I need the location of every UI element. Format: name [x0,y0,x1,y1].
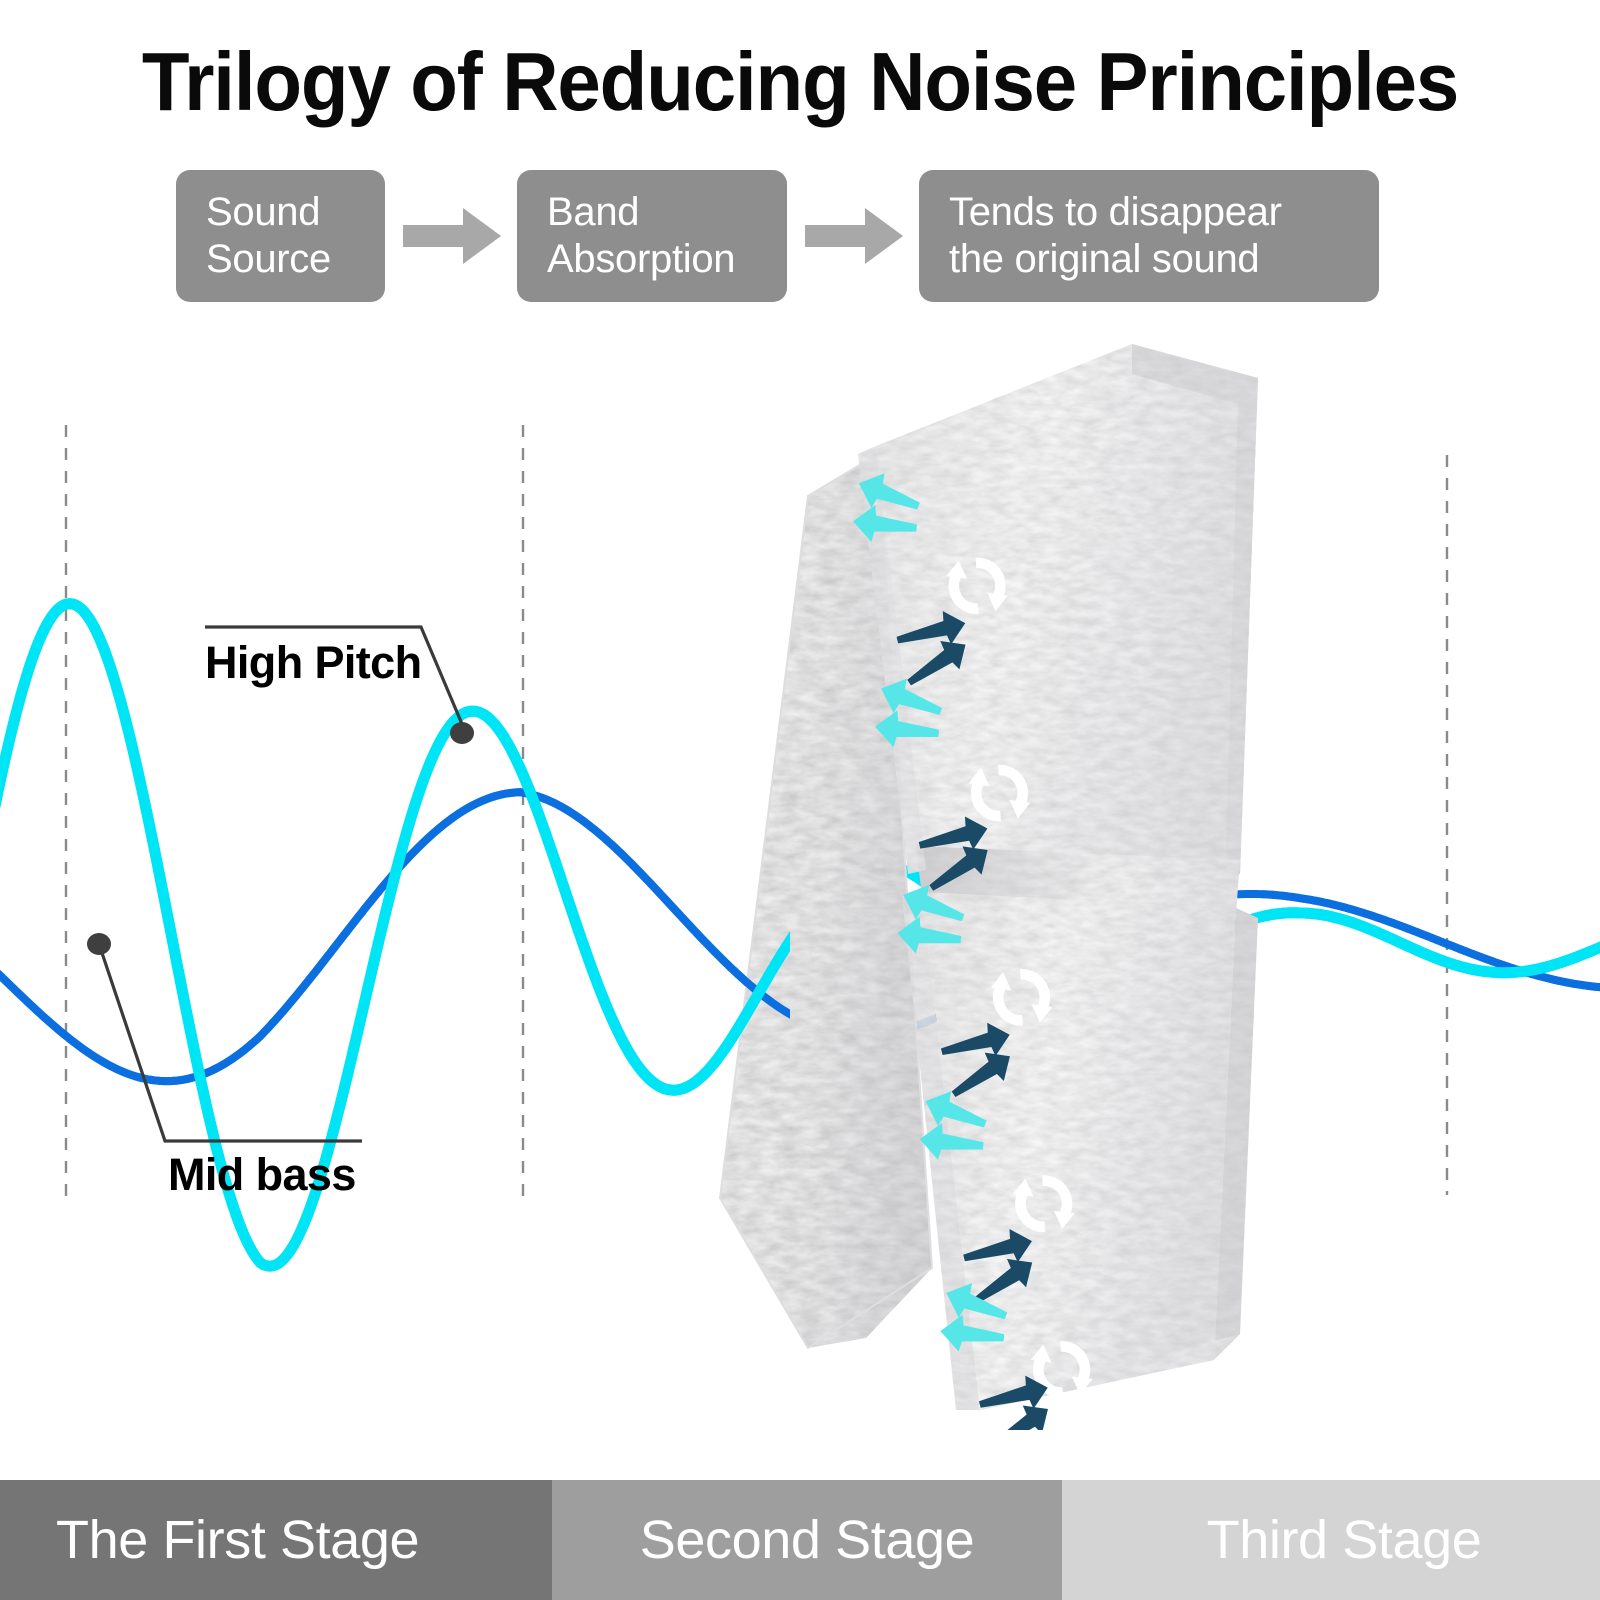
swirl-icon-10 [1012,1175,1075,1232]
reflect-arrow-12b [940,1314,1005,1352]
callout-label-mid-bass: Mid bass [168,1149,356,1200]
absorb-arrow-14a [979,1375,1048,1409]
flow-step-sound-source[interactable]: Sound Source [176,170,385,302]
stage-bar: The First Stage Second Stage Third Stage [0,1480,1600,1600]
stage-cell-third[interactable]: Third Stage [1062,1480,1600,1600]
stage-cell-second[interactable]: Second Stage [552,1480,1062,1600]
swirl-icon-4 [968,764,1031,822]
reflect-arrow-9a [925,1091,987,1128]
absorb-arrow-11b [973,1258,1033,1304]
page-title: Trilogy of Reducing Noise Principles [141,35,1459,128]
flow-arrow-2-icon [787,170,919,302]
stage-cell-first[interactable]: The First Stage [0,1480,552,1600]
absorb-arrow-8b [951,1052,1010,1098]
absorb-arrow-2b [907,640,966,686]
flow-arrow-1-icon [385,170,517,302]
absorb-arrow-14b [989,1405,1048,1430]
panel-sound-markers [852,473,1093,1430]
reflect-arrow-3b [875,710,940,748]
reflect-arrow-3a [881,678,943,715]
absorb-arrow-5a [918,816,988,850]
reflect-arrow-12a [946,1282,1008,1320]
process-flow: Sound Source Band Absorption Tends to di… [176,170,1392,302]
swirl-icon-1 [946,557,1008,615]
absorb-arrow-2a [896,611,966,645]
panel-inner-bevel [858,446,980,1410]
reflect-arrow-6b [897,916,962,954]
swirl-icon-13 [1030,1341,1093,1398]
absorb-arrow-8a [940,1022,1010,1056]
absorb-arrow-11a [963,1229,1032,1263]
absorb-arrow-5b [929,846,988,891]
reflect-arrow-9b [919,1122,984,1160]
flow-step-tends-to-disappear[interactable]: Tends to disappear the original sound [919,170,1379,302]
reflect-arrow-0a [858,473,920,510]
reflect-arrow-6a [903,884,965,922]
callout-mid-bass [87,933,362,1143]
callout-label-high-pitch: High Pitch [205,637,422,688]
swirl-icon-7 [990,969,1053,1026]
reflect-arrow-0b [852,505,917,542]
panel-upper-face [876,344,1258,874]
flow-step-band-absorption[interactable]: Band Absorption [517,170,787,302]
acoustic-foam-panel [680,318,1320,1430]
